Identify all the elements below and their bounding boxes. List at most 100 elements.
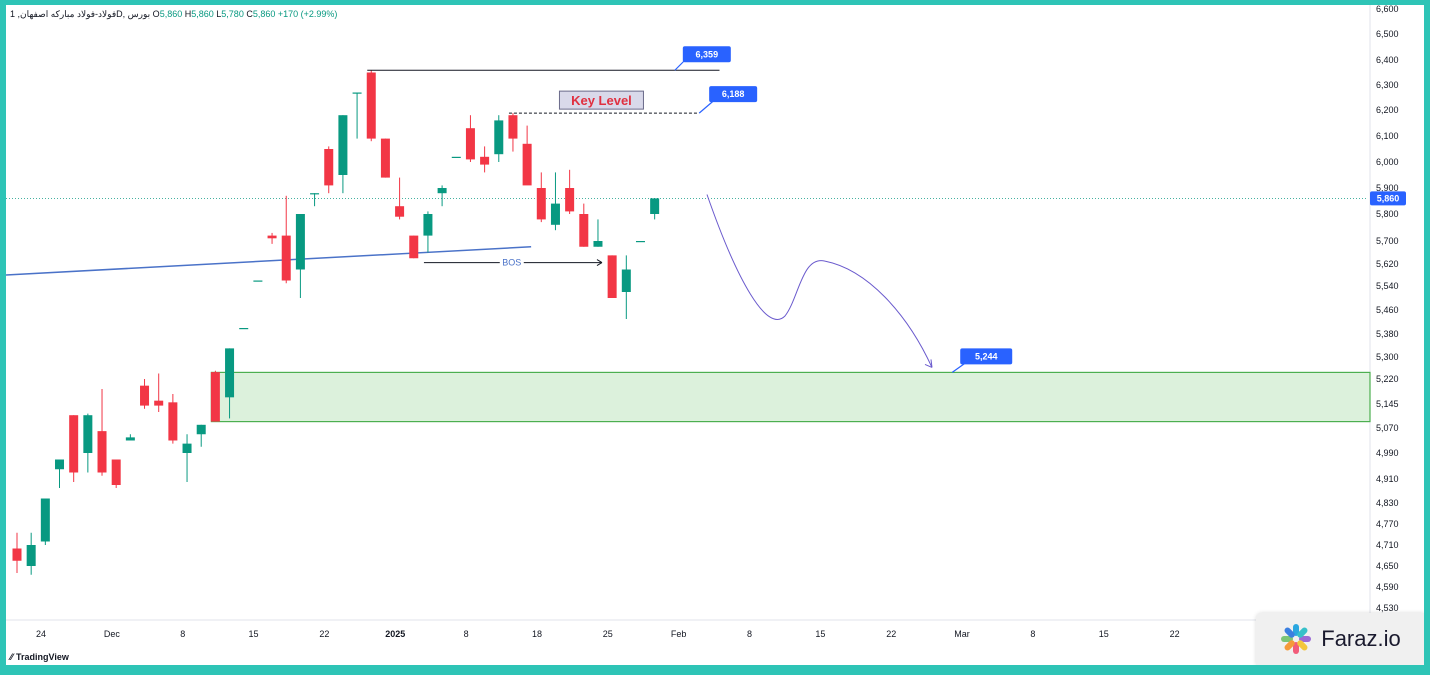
candle-body bbox=[154, 400, 164, 406]
target-callout-label: 5,244 bbox=[975, 351, 998, 361]
y-tick-label: 4,530 bbox=[1376, 603, 1399, 613]
y-tick-label: 6,500 bbox=[1376, 29, 1399, 39]
candle-body bbox=[380, 138, 390, 178]
y-tick-label: 5,540 bbox=[1376, 281, 1399, 291]
candle-body bbox=[338, 115, 348, 175]
y-tick-label: 6,400 bbox=[1376, 55, 1399, 65]
x-tick-label: 15 bbox=[815, 629, 825, 639]
chart-frame: 4,530 4,590 4,650 4,710 4,770 4,830 4,910 4,990… bbox=[6, 5, 1424, 665]
x-tick-label: 15 bbox=[249, 629, 259, 639]
candle-body bbox=[26, 545, 36, 566]
x-tick-label: 22 bbox=[319, 629, 329, 639]
trendline bbox=[6, 246, 532, 276]
candle-body bbox=[465, 128, 475, 160]
y-tick-label: 5,070 bbox=[1376, 423, 1399, 433]
bos-label: BOS bbox=[502, 258, 521, 268]
candle-body bbox=[210, 372, 220, 422]
key-level-callout-label: 6,188 bbox=[722, 89, 745, 99]
y-tick-label: 5,800 bbox=[1376, 209, 1399, 219]
candle-body bbox=[253, 280, 263, 282]
y-tick-label: 5,145 bbox=[1376, 399, 1399, 409]
candle-body bbox=[409, 235, 419, 259]
y-tick-label: 5,220 bbox=[1376, 374, 1399, 384]
candle-body bbox=[140, 385, 150, 406]
candle-body bbox=[593, 241, 603, 247]
y-tick-label: 6,000 bbox=[1376, 157, 1399, 167]
candle-body bbox=[196, 424, 206, 435]
candle-body bbox=[225, 348, 235, 398]
candle-body bbox=[423, 214, 433, 236]
low-label: L bbox=[216, 9, 222, 19]
change-value: +170 (+2.99%) bbox=[277, 9, 338, 19]
candle-body bbox=[565, 188, 575, 212]
bos-arrowhead bbox=[596, 259, 603, 266]
candle-body bbox=[352, 92, 362, 94]
candle-body bbox=[366, 72, 376, 139]
key-level-callout-pointer bbox=[698, 100, 714, 114]
candle-body bbox=[267, 235, 277, 239]
y-tick-label: 6,300 bbox=[1376, 80, 1399, 90]
x-tick-label: 8 bbox=[1030, 629, 1035, 639]
x-tick-label: 8 bbox=[180, 629, 185, 639]
key-level-box bbox=[558, 90, 644, 110]
candle-body bbox=[621, 269, 631, 292]
y-tick-label: 5,620 bbox=[1376, 259, 1399, 269]
candle-body bbox=[522, 143, 532, 186]
x-tick-label: Mar bbox=[954, 629, 970, 639]
candle-body bbox=[550, 203, 560, 225]
projection-path bbox=[706, 194, 933, 368]
candle-body bbox=[83, 415, 93, 453]
x-tick-label: 18 bbox=[532, 629, 542, 639]
x-tick-label: 24 bbox=[36, 629, 46, 639]
open-label: O bbox=[152, 9, 160, 19]
candle-body bbox=[324, 149, 334, 186]
bos-label-bg bbox=[499, 256, 524, 268]
y-tick-label: 4,590 bbox=[1376, 582, 1399, 592]
y-tick-label: 4,650 bbox=[1376, 561, 1399, 571]
current-price-tag bbox=[1370, 191, 1406, 206]
x-tick-label: 25 bbox=[603, 629, 613, 639]
close-label: C bbox=[246, 9, 253, 19]
x-tick-label: 8 bbox=[464, 629, 469, 639]
candle-body bbox=[295, 214, 305, 270]
open-value: 5,860 bbox=[159, 9, 183, 19]
candle-body bbox=[111, 459, 121, 485]
y-tick-label: 4,710 bbox=[1376, 540, 1399, 550]
candle-body bbox=[437, 188, 447, 194]
chart-legend: فولاد-فولاد مبارکه اصفهان, 1D, بورس O5,8… bbox=[10, 9, 337, 20]
candle-body bbox=[125, 437, 135, 441]
x-tick-label: 22 bbox=[1170, 629, 1180, 639]
tradingview-brand[interactable]: ⁄⁄ TradingView bbox=[10, 652, 69, 662]
high-label: H bbox=[184, 9, 192, 19]
y-tick-label: 5,900 bbox=[1376, 183, 1399, 193]
target-callout-box bbox=[960, 348, 1013, 365]
x-tick-label: 22 bbox=[886, 629, 896, 639]
y-tick-label: 4,770 bbox=[1376, 519, 1399, 529]
price-chart[interactable]: 4,530 4,590 4,650 4,710 4,770 4,830 4,910 4,990… bbox=[6, 5, 1424, 665]
candle-body bbox=[508, 115, 518, 139]
candle-body bbox=[182, 443, 192, 453]
projection-arrowhead bbox=[924, 359, 933, 368]
candle-body bbox=[607, 255, 617, 298]
x-tick-label: Dec bbox=[104, 629, 121, 639]
high-callout-box bbox=[682, 46, 731, 63]
faraz-watermark: Faraz.io bbox=[1256, 613, 1424, 665]
symbol-label: فولاد-فولاد مبارکه اصفهان, 1D, بورس bbox=[10, 9, 151, 19]
close-value: 5,860 bbox=[252, 9, 276, 19]
y-tick-label: 5,460 bbox=[1376, 305, 1399, 315]
y-tick-label: 6,200 bbox=[1376, 105, 1399, 115]
candle-body bbox=[536, 188, 546, 220]
high-value: 5,860 bbox=[191, 9, 214, 19]
key-level-label: Key Level bbox=[571, 93, 632, 108]
key-level-callout-box bbox=[709, 86, 758, 103]
candle-body bbox=[55, 459, 65, 470]
y-tick-label: 4,910 bbox=[1376, 474, 1399, 484]
y-tick-label: 6,600 bbox=[1376, 5, 1399, 14]
candle-body bbox=[579, 214, 589, 247]
candle-body bbox=[650, 198, 660, 214]
faraz-logo-icon bbox=[1281, 624, 1312, 654]
candle-body bbox=[310, 193, 320, 195]
brand-label: TradingView bbox=[16, 652, 69, 662]
watermark-text: Faraz.io bbox=[1321, 626, 1401, 651]
candle-body bbox=[281, 235, 291, 281]
